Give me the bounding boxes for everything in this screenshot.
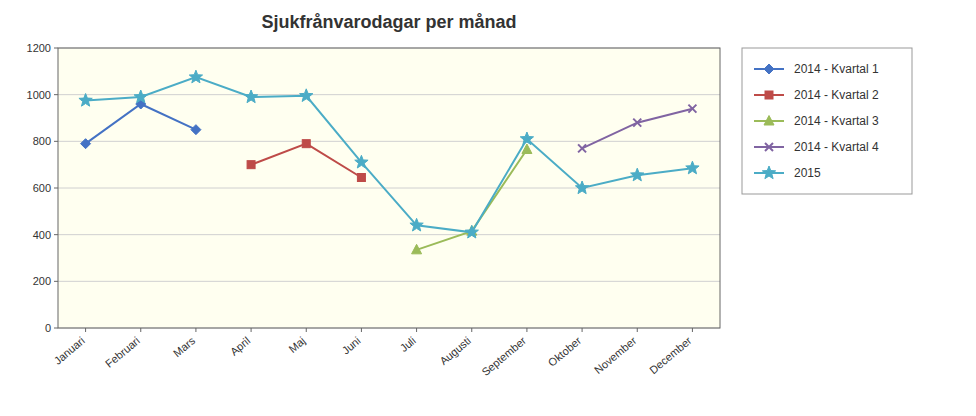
- grid-line: [58, 94, 720, 95]
- legend-label: 2014 - Kvartal 3: [794, 114, 879, 128]
- tick-label: 0: [45, 322, 51, 334]
- tick-mark: [54, 328, 58, 329]
- tick-label: November: [592, 334, 639, 376]
- chart-container: Sjukfrånvarodagar per månad 0 200 400 600 800…: [0, 0, 976, 416]
- point: [410, 218, 423, 231]
- point: [686, 161, 699, 174]
- point: [247, 161, 255, 169]
- legend-label: 2014 - Kvartal 4: [794, 140, 879, 154]
- grid-line: [58, 234, 720, 235]
- tick-mark: [637, 328, 638, 332]
- point: [302, 140, 310, 148]
- tick-label: April: [228, 334, 253, 357]
- tick-mark: [361, 328, 362, 332]
- tick-mark: [582, 328, 583, 332]
- point: [412, 244, 422, 254]
- tick-mark: [416, 328, 417, 332]
- legend-label: 2014 - Kvartal 2: [794, 88, 879, 102]
- tick-label: Augusti: [437, 334, 473, 367]
- point: [300, 89, 313, 102]
- grid-line: [58, 188, 720, 189]
- tick-mark: [54, 141, 58, 142]
- legend-marker: [764, 116, 774, 126]
- point: [244, 90, 257, 103]
- tick-label: 200: [33, 275, 51, 287]
- tick-label: Maj: [286, 334, 307, 355]
- tick-label: Mars: [171, 334, 198, 359]
- tick-mark: [54, 188, 58, 189]
- tick-mark: [140, 328, 141, 332]
- title: Sjukfrånvarodagar per månad: [261, 12, 516, 32]
- legend-marker: [764, 64, 774, 74]
- series-line: [251, 144, 361, 178]
- tick-mark: [195, 328, 196, 332]
- point: [465, 225, 478, 238]
- tick-mark: [471, 328, 472, 332]
- legend-marker: [765, 143, 773, 151]
- tick-mark: [251, 328, 252, 332]
- tick-mark: [85, 328, 86, 332]
- tick-mark: [306, 328, 307, 332]
- point: [189, 70, 202, 83]
- tick-mark: [54, 94, 58, 95]
- x-axis: Januari Februari Mars April Maj Juni Juli Augus…: [52, 328, 694, 378]
- legend-label: 2015: [794, 166, 821, 180]
- chart: Sjukfrånvarodagar per månad 0 200 400 600 800…: [0, 0, 976, 416]
- series-group: [79, 70, 699, 254]
- tick-label: Juli: [398, 334, 418, 354]
- point: [520, 132, 533, 145]
- point: [688, 105, 696, 113]
- point: [357, 174, 365, 182]
- point: [79, 94, 92, 107]
- point: [578, 144, 586, 152]
- tick-mark: [54, 234, 58, 235]
- grid-line: [58, 141, 720, 142]
- point: [355, 155, 368, 168]
- plot-background: [58, 48, 720, 328]
- tick-label: Februari: [103, 334, 142, 370]
- point: [134, 90, 147, 103]
- tick-mark: [692, 328, 693, 332]
- tick-label: 400: [33, 229, 51, 241]
- tick-label: 1200: [27, 42, 51, 54]
- legend-box: [742, 48, 912, 194]
- legend-marker: [762, 166, 775, 179]
- legend: 2014 - Kvartal 1 2014 - Kvartal 2 2014 - K…: [742, 48, 912, 194]
- point: [575, 181, 588, 194]
- point: [81, 139, 91, 149]
- point: [631, 168, 644, 181]
- point: [191, 125, 201, 135]
- tick-label: Juni: [340, 334, 363, 356]
- tick-label: 600: [33, 182, 51, 194]
- tick-label: December: [647, 334, 694, 376]
- legend-marker: [765, 91, 773, 99]
- plot-frame: [58, 48, 720, 328]
- series-line: [417, 150, 527, 250]
- tick-label: Oktober: [546, 334, 584, 369]
- tick-mark: [54, 48, 58, 49]
- point: [633, 119, 641, 127]
- tick-label: Januari: [52, 334, 87, 366]
- series-line: [582, 109, 692, 149]
- legend-label: 2014 - Kvartal 1: [794, 62, 879, 76]
- tick-mark: [526, 328, 527, 332]
- series-line: [86, 104, 196, 144]
- tick-mark: [54, 281, 58, 282]
- tick-label: 800: [33, 135, 51, 147]
- tick-label: 1000: [27, 89, 51, 101]
- y-axis: 0 200 400 600 800 1000 1200: [27, 42, 720, 334]
- tick-label: September: [479, 334, 528, 378]
- series-line: [86, 77, 693, 232]
- grid-line: [58, 281, 720, 282]
